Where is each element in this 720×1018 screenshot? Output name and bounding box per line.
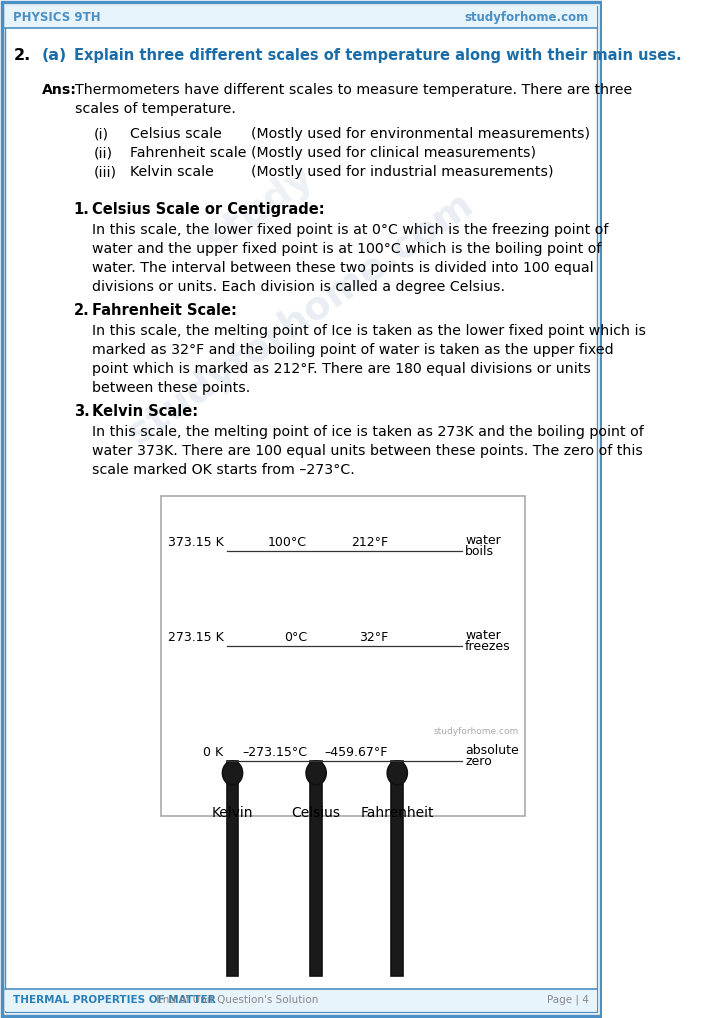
Text: water: water [465, 629, 501, 642]
Text: (i): (i) [94, 127, 109, 142]
Text: (ii): (ii) [94, 146, 112, 160]
Circle shape [387, 761, 408, 785]
Text: –459.67°F: –459.67°F [325, 746, 388, 759]
Text: Explain three different scales of temperature along with their main uses.: Explain three different scales of temper… [73, 48, 681, 63]
Bar [227, 761, 238, 976]
Bar [161, 496, 525, 816]
Bar [310, 761, 322, 976]
Text: (Mostly used for clinical measurements): (Mostly used for clinical measurements) [251, 146, 536, 160]
Text: Fahrenheit: Fahrenheit [361, 806, 434, 821]
Text: freezes: freezes [465, 640, 510, 653]
Text: In this scale, the lower fixed point is at 0°C which is the freezing point of: In this scale, the lower fixed point is … [92, 223, 608, 237]
Text: 2.: 2. [73, 303, 89, 318]
Text: Page | 4: Page | 4 [547, 995, 589, 1005]
Bar [392, 761, 403, 976]
Text: studyforhome.com: studyforhome.com [122, 184, 480, 452]
Text: - End of Unit Question's Solution: - End of Unit Question's Solution [145, 995, 318, 1005]
Text: zero: zero [465, 755, 492, 768]
Text: studyforhome.com: studyforhome.com [433, 727, 518, 736]
Text: Thermometers have different scales to measure temperature. There are three: Thermometers have different scales to me… [76, 83, 633, 97]
Text: In this scale, the melting point of ice is taken as 273K and the boiling point o: In this scale, the melting point of ice … [92, 425, 644, 439]
Text: study: study [198, 158, 320, 259]
Text: Celsius Scale or Centigrade:: Celsius Scale or Centigrade: [92, 202, 325, 217]
Text: 0 K: 0 K [203, 746, 223, 759]
Text: water and the upper fixed point is at 100°C which is the boiling point of: water and the upper fixed point is at 10… [92, 242, 601, 256]
Text: –273.15°C: –273.15°C [242, 746, 307, 759]
Bar [5, 989, 597, 1011]
Text: absolute: absolute [465, 744, 519, 757]
Text: 373.15 K: 373.15 K [168, 536, 223, 549]
Text: THERMAL PROPERTIES OF MATTER: THERMAL PROPERTIES OF MATTER [14, 995, 216, 1005]
Text: point which is marked as 212°F. There are 180 equal divisions or units: point which is marked as 212°F. There ar… [92, 362, 591, 376]
Text: boils: boils [465, 545, 494, 558]
Circle shape [306, 761, 326, 785]
Text: 3.: 3. [73, 404, 89, 419]
Text: divisions or units. Each division is called a degree Celsius.: divisions or units. Each division is cal… [92, 280, 505, 294]
Text: Fahrenheit Scale:: Fahrenheit Scale: [92, 303, 237, 318]
Text: (a): (a) [42, 48, 67, 63]
Text: between these points.: between these points. [92, 381, 251, 395]
Text: 0°C: 0°C [284, 631, 307, 644]
Text: In this scale, the melting point of Ice is taken as the lower fixed point which : In this scale, the melting point of Ice … [92, 324, 646, 338]
Text: 212°F: 212°F [351, 536, 388, 549]
Text: Kelvin scale: Kelvin scale [130, 165, 214, 179]
Text: 100°C: 100°C [268, 536, 307, 549]
Text: 2.: 2. [14, 48, 31, 63]
Text: Kelvin: Kelvin [212, 806, 253, 821]
Text: scale marked OK starts from –273°C.: scale marked OK starts from –273°C. [92, 463, 355, 477]
Text: Kelvin Scale:: Kelvin Scale: [92, 404, 198, 419]
Text: (Mostly used for environmental measurements): (Mostly used for environmental measureme… [251, 127, 590, 142]
Text: water. The interval between these two points is divided into 100 equal: water. The interval between these two po… [92, 261, 593, 275]
Text: PHYSICS 9TH: PHYSICS 9TH [14, 10, 101, 23]
Text: 1.: 1. [73, 202, 89, 217]
Text: (Mostly used for industrial measurements): (Mostly used for industrial measurements… [251, 165, 554, 179]
Text: 273.15 K: 273.15 K [168, 631, 223, 644]
Text: water: water [465, 534, 501, 547]
Text: Ans:: Ans: [42, 83, 77, 97]
Text: Fahrenheit scale: Fahrenheit scale [130, 146, 246, 160]
Text: marked as 32°F and the boiling point of water is taken as the upper fixed: marked as 32°F and the boiling point of … [92, 343, 613, 357]
Text: Celsius scale: Celsius scale [130, 127, 222, 142]
Text: water 373K. There are 100 equal units between these points. The zero of this: water 373K. There are 100 equal units be… [92, 444, 643, 458]
Text: 32°F: 32°F [359, 631, 388, 644]
Circle shape [222, 761, 243, 785]
Text: Celsius: Celsius [292, 806, 341, 821]
Text: (iii): (iii) [94, 165, 117, 179]
Text: studyforhome.com: studyforhome.com [464, 10, 589, 23]
Bar [5, 6, 597, 29]
Text: scales of temperature.: scales of temperature. [76, 102, 236, 116]
